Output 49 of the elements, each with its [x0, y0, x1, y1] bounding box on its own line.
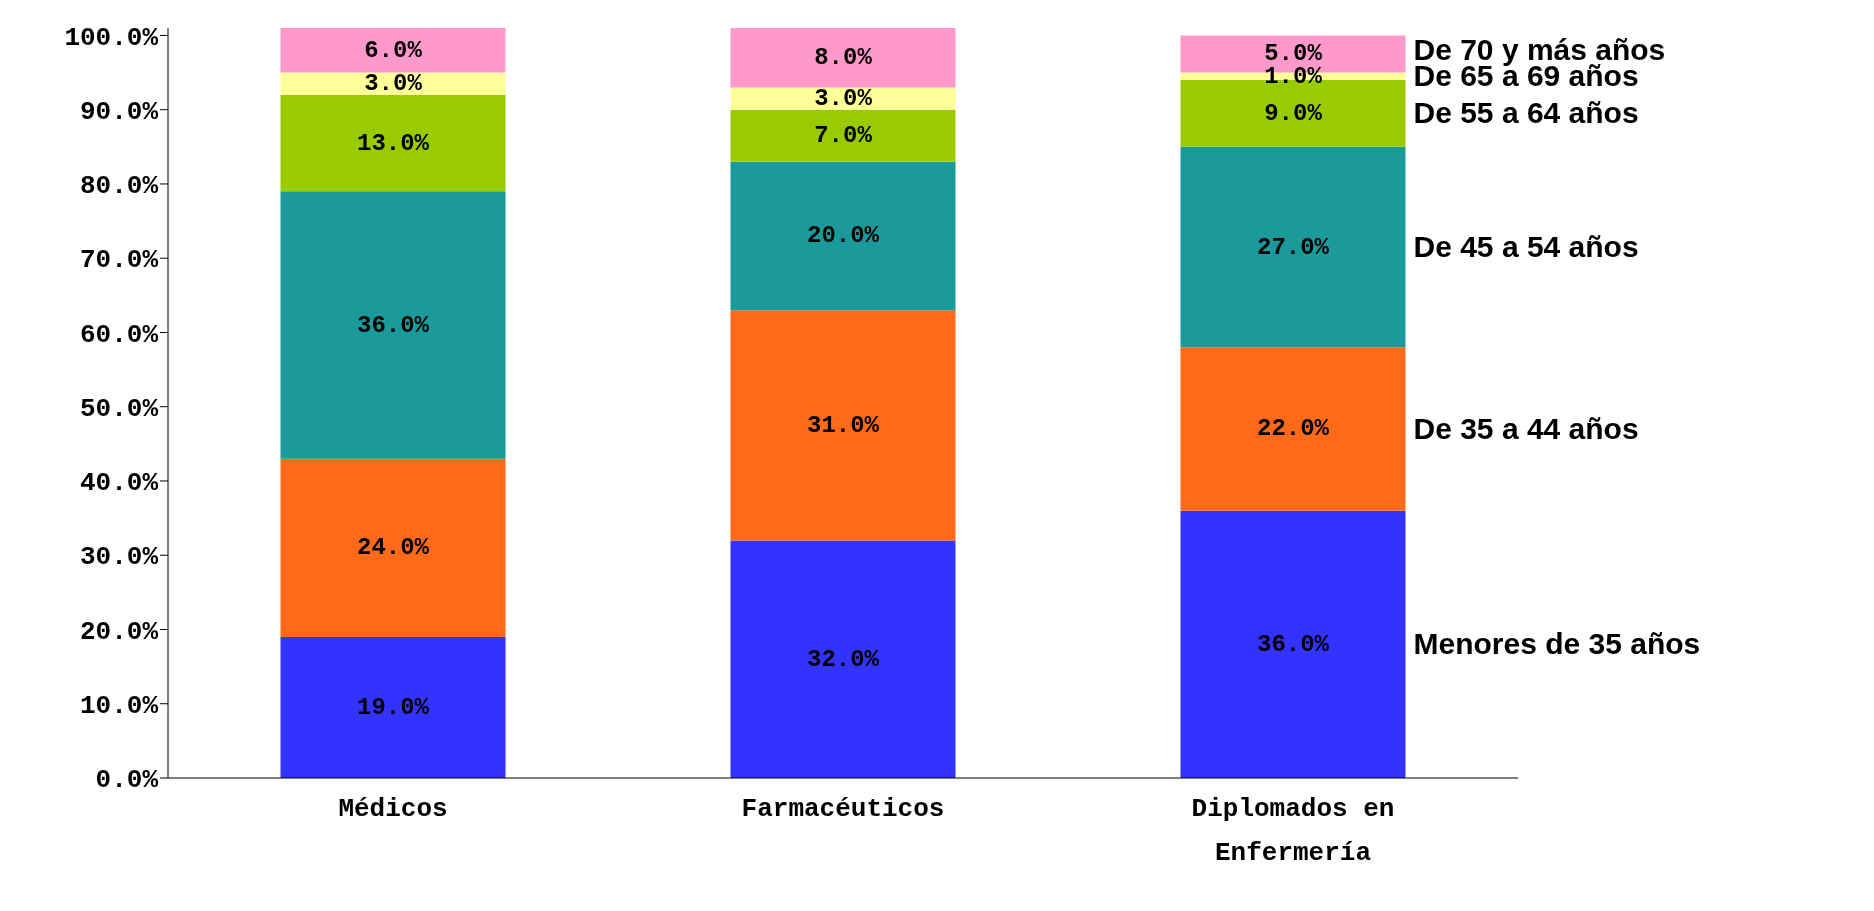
- data-label: 3.0%: [364, 70, 423, 98]
- data-label: 27.0%: [1256, 233, 1330, 261]
- data-label: 7.0%: [814, 122, 873, 150]
- y-tick-label: 20.0%: [79, 616, 159, 647]
- bar: [730, 28, 956, 88]
- series-label: De 45 a 54 años: [1413, 230, 1639, 265]
- y-tick-label: 80.0%: [79, 171, 159, 202]
- data-label: 13.0%: [356, 129, 430, 157]
- bar: [730, 310, 956, 541]
- bar: [730, 540, 956, 778]
- x-tick-label: Diplomados en Enfermería: [1191, 794, 1395, 868]
- bar: [280, 191, 506, 459]
- data-label: 36.0%: [1256, 630, 1330, 658]
- y-tick-label: 0.0%: [95, 765, 159, 796]
- x-tick-label: Farmacéuticos: [741, 794, 945, 824]
- data-label: 32.0%: [806, 645, 880, 673]
- bar: [730, 109, 956, 162]
- bar: [280, 636, 506, 778]
- data-label: 19.0%: [356, 693, 430, 721]
- bar: [280, 94, 506, 192]
- bar: [280, 28, 506, 73]
- bar: [1180, 510, 1406, 778]
- data-label: 8.0%: [814, 44, 873, 72]
- y-tick-label: 60.0%: [79, 319, 159, 350]
- series-label: De 55 a 64 años: [1413, 96, 1639, 131]
- y-tick-label: 50.0%: [79, 393, 159, 424]
- y-tick-label: 30.0%: [79, 542, 159, 573]
- series-label: Menores de 35 años: [1413, 627, 1701, 662]
- y-tick-label: 90.0%: [79, 96, 159, 127]
- y-tick-label: 40.0%: [79, 468, 159, 499]
- bar: [730, 161, 956, 311]
- data-label: 24.0%: [356, 534, 430, 562]
- data-label: 3.0%: [814, 85, 873, 113]
- data-label: 9.0%: [1264, 99, 1323, 127]
- data-label: 22.0%: [1256, 415, 1330, 443]
- data-label: 20.0%: [806, 222, 880, 250]
- data-label: 6.0%: [364, 36, 423, 64]
- y-tick-label: 70.0%: [79, 245, 159, 276]
- data-label: 5.0%: [1264, 40, 1323, 68]
- bar: [730, 87, 956, 110]
- bar: [1180, 347, 1406, 511]
- x-tick-label: Médicos: [338, 794, 448, 824]
- series-label: De 35 a 44 años: [1413, 411, 1639, 446]
- y-tick-label: 100.0%: [64, 22, 159, 53]
- data-label: 31.0%: [806, 411, 880, 439]
- bar: [280, 458, 506, 637]
- data-label: 36.0%: [356, 311, 430, 339]
- bar: [1180, 146, 1406, 348]
- y-tick-label: 10.0%: [79, 690, 159, 721]
